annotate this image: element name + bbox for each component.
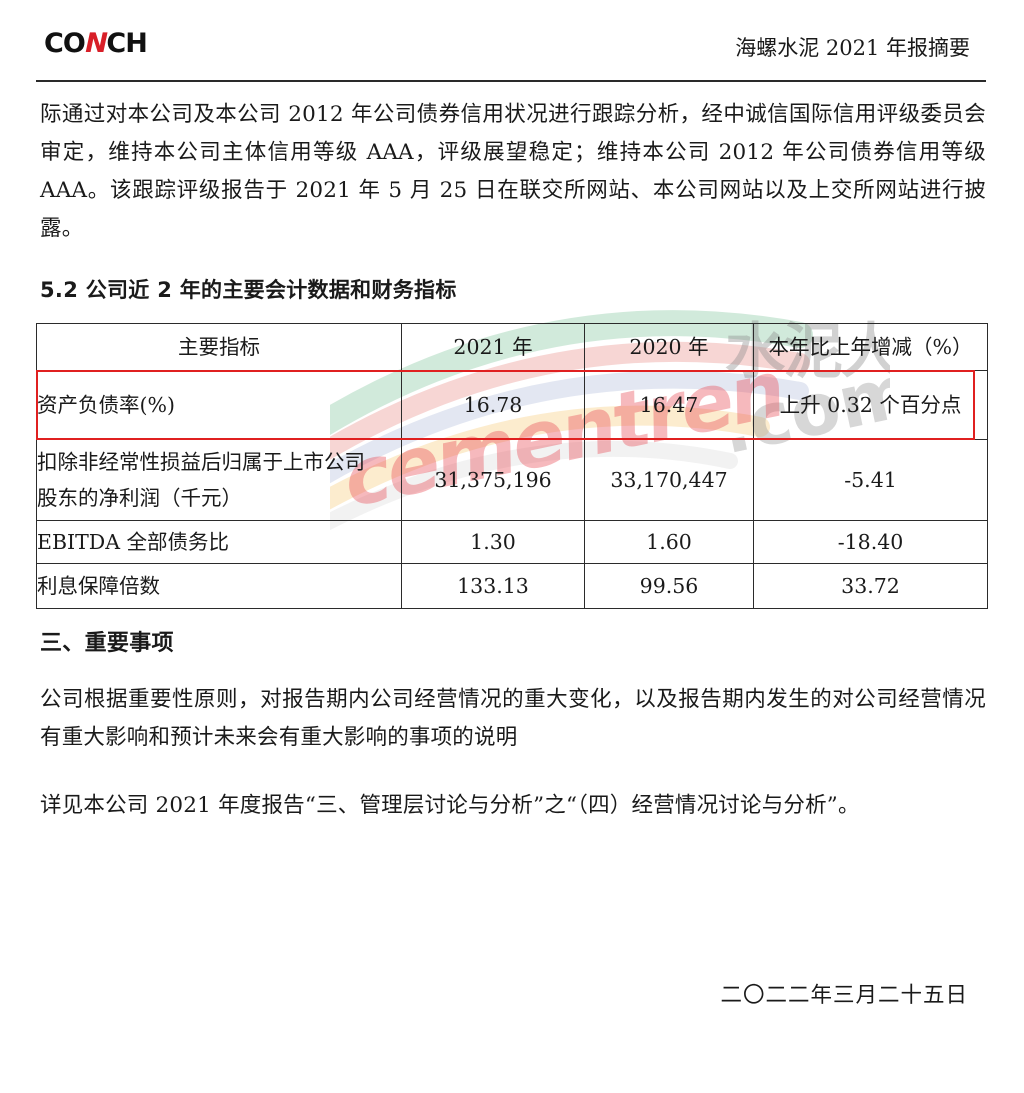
cell-debt-ratio-change: 上升 0.32 个百分点	[753, 370, 988, 440]
section-3-heading: 三、重要事项	[40, 631, 174, 656]
row-label-debt-ratio: 资产负债率(%)	[36, 370, 402, 440]
financial-data-table: 主要指标 2021 年 2020 年 本年比上年增减（%） 资产负债率(%) 1…	[36, 323, 988, 609]
cell-net-profit-2020: 33,170,447	[584, 439, 754, 521]
table-row: EBITDA 全部债务比 1.30 1.60 -18.40	[36, 520, 988, 564]
row-label-ebitda: EBITDA 全部债务比	[36, 520, 402, 564]
logo-part-2: CH	[106, 28, 147, 59]
logo-part-1: CO	[44, 28, 86, 59]
section-5-2-heading: 5.2 公司近 2 年的主要会计数据和财务指标	[40, 278, 457, 302]
cell-interest-coverage-2021: 133.13	[401, 563, 585, 609]
table-row: 利息保障倍数 133.13 99.56 33.72	[36, 563, 988, 609]
cell-net-profit-2021: 31,375,196	[401, 439, 585, 521]
intro-paragraph: 际通过对本公司及本公司 2012 年公司债券信用状况进行跟踪分析，经中诚信国际信…	[40, 102, 986, 241]
financial-data-table-wrapper: 主要指标 2021 年 2020 年 本年比上年增减（%） 资产负债率(%) 1…	[36, 323, 988, 609]
column-header-2021: 2021 年	[401, 323, 585, 371]
cell-ebitda-2020: 1.60	[584, 520, 754, 564]
signature-date: 二〇二二年三月二十五日	[720, 983, 968, 1008]
cell-net-profit-change: -5.41	[753, 439, 988, 521]
cell-debt-ratio-2020: 16.47	[584, 370, 754, 440]
document-content-top: 际通过对本公司及本公司 2012 年公司债券信用状况进行跟踪分析，经中诚信国际信…	[40, 96, 986, 304]
row-label-net-profit: 扣除非经常性损益后归属于上市公司 股东的净利润（千元）	[36, 439, 402, 521]
column-header-indicator: 主要指标	[36, 323, 402, 371]
column-header-2020: 2020 年	[584, 323, 754, 371]
header-divider	[36, 80, 986, 82]
column-header-change: 本年比上年增减（%）	[753, 323, 988, 371]
section-3-paragraph-2: 详见本公司 2021 年度报告“三、管理层讨论与分析”之“（四）经营情况讨论与分…	[40, 793, 860, 818]
table-row: 扣除非经常性损益后归属于上市公司 股东的净利润（千元） 31,375,196 33…	[36, 439, 988, 521]
row-label-interest-coverage: 利息保障倍数	[36, 563, 402, 609]
section-3-paragraph-1: 公司根据重要性原则，对报告期内公司经营情况的重大变化，以及报告期内发生的对公司经…	[40, 687, 986, 750]
cell-debt-ratio-2021: 16.78	[401, 370, 585, 440]
table-header-row: 主要指标 2021 年 2020 年 本年比上年增减（%）	[36, 323, 988, 371]
document-content-bottom: 三、重要事项 公司根据重要性原则，对报告期内公司经营情况的重大变化，以及报告期内…	[40, 625, 986, 825]
table-row: 资产负债率(%) 16.78 16.47 上升 0.32 个百分点	[36, 370, 988, 440]
cell-ebitda-change: -18.40	[753, 520, 988, 564]
header-title: 海螺水泥 2021 年报摘要	[735, 36, 970, 60]
conch-logo: CONCH	[44, 28, 148, 59]
row-label-net-profit-line1: 扣除非经常性损益后归属于上市公司	[37, 450, 365, 474]
cell-interest-coverage-change: 33.72	[753, 563, 988, 609]
page-header: CONCH 海螺水泥 2021 年报摘要	[36, 24, 986, 82]
row-label-net-profit-line2: 股东的净利润（千元）	[37, 486, 242, 510]
cell-interest-coverage-2020: 99.56	[584, 563, 754, 609]
cell-ebitda-2021: 1.30	[401, 520, 585, 564]
